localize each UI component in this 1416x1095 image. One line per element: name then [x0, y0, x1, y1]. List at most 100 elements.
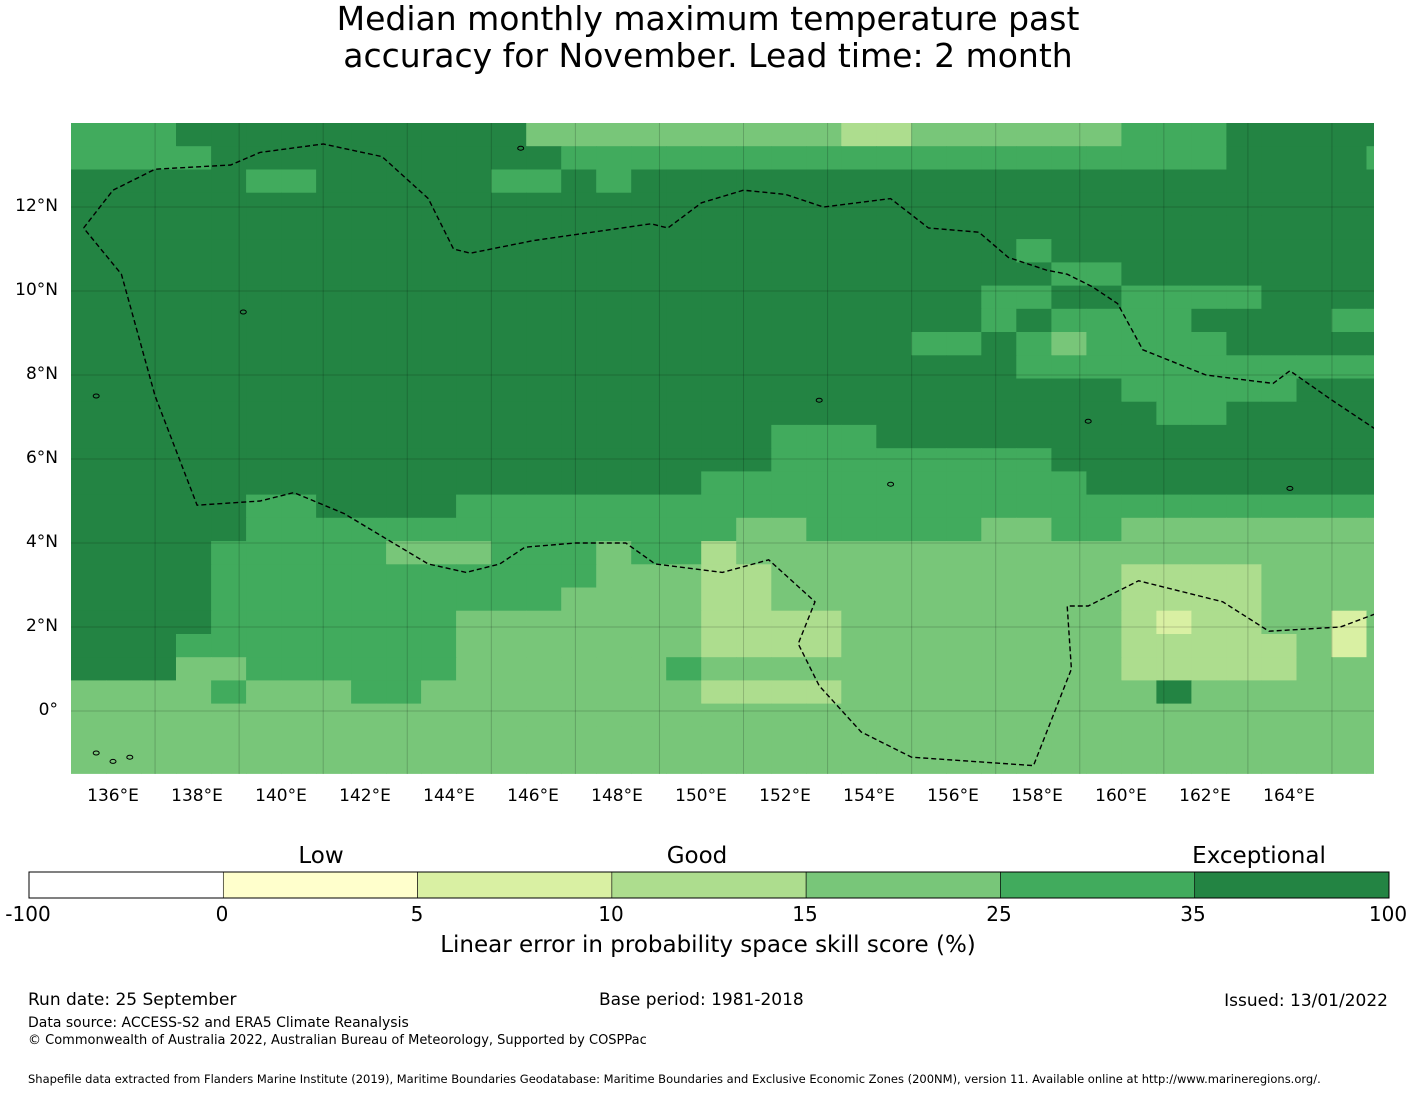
grid-cell: [71, 448, 107, 472]
grid-cell: [211, 587, 247, 612]
grid-cell: [456, 610, 492, 635]
grid-cell: [211, 750, 247, 774]
grid-cell: [141, 634, 177, 658]
grid-cell: [876, 587, 912, 612]
grid-cell: [701, 401, 737, 426]
grid-cell: [281, 657, 317, 681]
grid-cell: [1051, 448, 1087, 472]
grid-cell: [876, 541, 912, 565]
grid-cell: [351, 657, 387, 681]
grid-cell: [666, 169, 702, 194]
grid-cell: [1261, 262, 1297, 287]
grid-cell: [211, 517, 247, 542]
grid-cell: [316, 680, 352, 705]
grid-cell: [561, 262, 597, 287]
grid-cell: [1121, 192, 1157, 217]
grid-cell: [316, 262, 352, 287]
grid-cell: [876, 517, 912, 542]
grid-cell: [71, 517, 107, 542]
grid-cell: [911, 610, 947, 635]
grid-cell: [141, 332, 177, 356]
grid-cell: [841, 634, 877, 658]
grid-cell: [456, 169, 492, 194]
grid-cell: [526, 192, 562, 217]
grid-cell: [1296, 471, 1333, 496]
grid-cell: [1121, 378, 1157, 403]
grid-cell: [1191, 610, 1227, 635]
grid-cell: [106, 239, 142, 263]
grid-cell: [981, 541, 1017, 565]
grid-cell: [946, 424, 982, 449]
grid-cell: [701, 657, 737, 681]
grid-cell: [351, 169, 387, 194]
grid-cell: [1226, 401, 1262, 426]
grid-cell: [421, 192, 457, 217]
grid-cell: [1156, 494, 1192, 519]
grid-cell: [1191, 517, 1227, 542]
grid-cell: [631, 146, 667, 170]
grid-cell: [211, 494, 247, 519]
grid-cell: [701, 262, 737, 287]
grid-cell: [561, 517, 597, 542]
grid-cell: [1331, 517, 1368, 542]
grid-cell: [771, 471, 807, 496]
grid-cell: [1086, 239, 1122, 263]
grid-cell: [176, 564, 212, 589]
grid-cell: [631, 541, 667, 565]
grid-cell: [491, 634, 527, 658]
grid-cell: [946, 332, 982, 356]
grid-cell: [631, 424, 667, 449]
grid-cell: [1016, 564, 1052, 589]
lon-tick-140e: 140°E: [255, 786, 307, 806]
grid-cell: [596, 215, 632, 240]
grid-cell: [1016, 355, 1052, 380]
grid-cell: [281, 169, 317, 194]
grid-cell: [1261, 471, 1297, 496]
grid-cell: [141, 378, 177, 403]
cb-tick-15: 15: [792, 902, 818, 926]
grid-cell: [596, 146, 632, 170]
grid-cell: [386, 424, 422, 449]
grid-cell: [561, 471, 597, 496]
grid-cell: [1261, 215, 1297, 240]
grid-cell: [141, 680, 177, 705]
grid-cell: [176, 680, 212, 705]
grid-cell: [141, 239, 177, 263]
grid-cell: [526, 401, 562, 426]
grid-cell: [1296, 378, 1333, 403]
grid-cell: [106, 634, 142, 658]
grid-cell: [1261, 680, 1297, 705]
grid-cell: [211, 634, 247, 658]
grid-cell: [736, 355, 772, 380]
grid-cell: [561, 610, 597, 635]
grid-cell: [1366, 541, 1374, 565]
grid-cell: [456, 541, 492, 565]
grid-cell: [211, 680, 247, 705]
grid-cell: [1121, 146, 1157, 170]
grid-cell: [1226, 634, 1262, 658]
grid-cell: [1366, 610, 1374, 635]
grid-cell: [246, 750, 282, 774]
grid-cell: [1051, 169, 1087, 194]
grid-cell: [141, 726, 177, 751]
grid-cell: [1016, 750, 1052, 774]
grid-cell: [1016, 703, 1052, 728]
grid-cell: [1156, 378, 1192, 403]
grid-cell: [456, 262, 492, 287]
grid-cell: [316, 215, 352, 240]
grid-cell: [526, 680, 562, 705]
grid-cell: [1331, 494, 1368, 519]
grid-cell: [596, 262, 632, 287]
grid-cell: [1016, 215, 1052, 240]
grid-cell: [736, 332, 772, 356]
grid-cell: [946, 378, 982, 403]
grid-cell: [596, 610, 632, 635]
grid-cell: [526, 146, 562, 170]
grid-cell: [666, 471, 702, 496]
grid-cell: [106, 424, 142, 449]
cb-tick-25: 25: [986, 902, 1012, 926]
grid-cell: [316, 123, 352, 147]
grid-cell: [316, 634, 352, 658]
grid-cell: [281, 448, 317, 472]
grid-cell: [1156, 355, 1192, 380]
